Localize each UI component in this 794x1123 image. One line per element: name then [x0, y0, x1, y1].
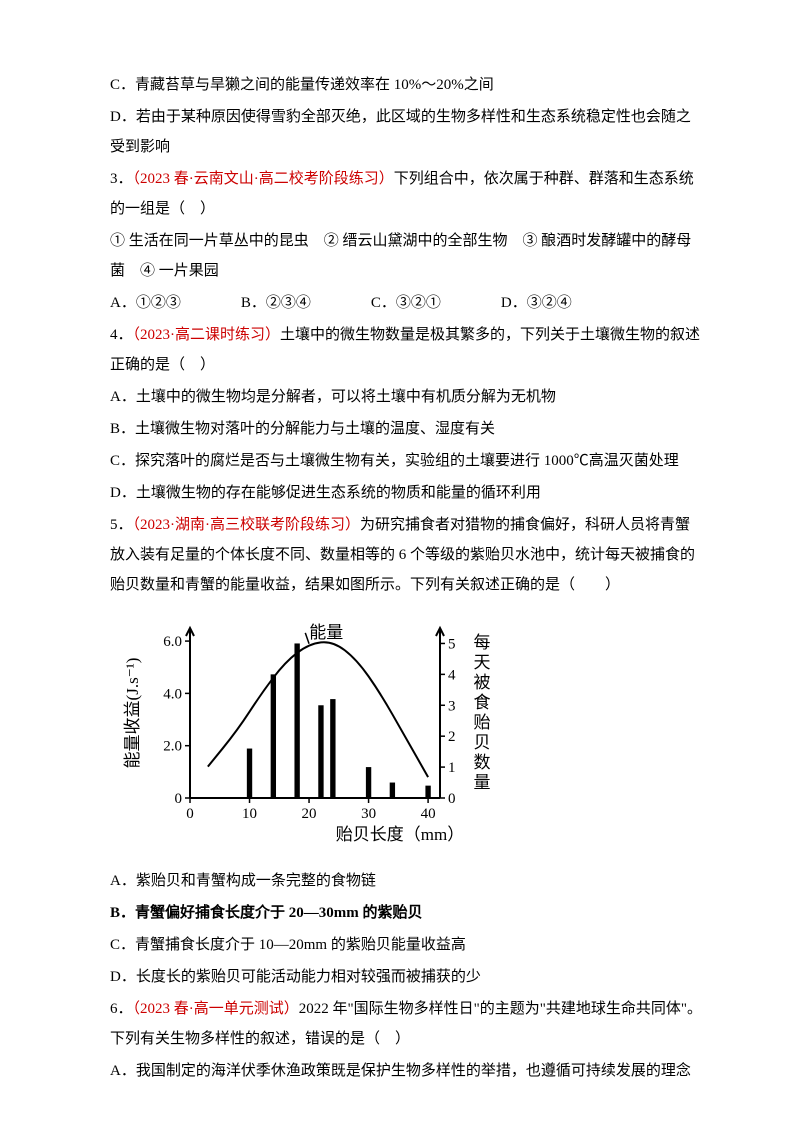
svg-text:量: 量 — [474, 773, 491, 792]
svg-text:天: 天 — [474, 653, 491, 672]
svg-text:每: 每 — [474, 633, 491, 652]
q3-opt-c[interactable]: C．③②① — [371, 288, 441, 318]
q3-options: A．①②③ B．②③④ C．③②① D．③②④ — [110, 288, 704, 318]
q5-stem: 5．（2023·湖南·高三校联考阶段练习）为研究捕食者对猎物的捕食偏好，科研人员… — [110, 510, 704, 600]
svg-text:3: 3 — [448, 698, 456, 714]
svg-text:0: 0 — [448, 791, 456, 807]
svg-text:0: 0 — [175, 791, 183, 807]
q6-source: （2023 春·高一单元测试） — [133, 1001, 299, 1017]
q4-number: 4． — [110, 327, 133, 343]
svg-text:贻: 贻 — [474, 713, 491, 732]
q3-source: （2023 春·云南文山·高二校考阶段练习） — [133, 171, 394, 187]
svg-text:6.0: 6.0 — [163, 634, 182, 650]
q3-stem: 3．（2023 春·云南文山·高二校考阶段练习）下列组合中，依次属于种群、群落和… — [110, 164, 704, 224]
svg-text:2: 2 — [448, 729, 456, 745]
q4-opt-c[interactable]: C．探究落叶的腐烂是否与土壤微生物有关，实验组的土壤要进行 1000℃高温灭菌处… — [110, 446, 704, 476]
q5-chart: 0 10 20 30 40 0 2.0 4.0 6.0 0 1 2 3 4 5 能量能量收益(J.s⁻¹) 每天… — [120, 608, 704, 858]
q3-opt-a[interactable]: A．①②③ — [110, 288, 181, 318]
q5-opt-c[interactable]: C．青蟹捕食长度介于 10—20mm 的紫贻贝能量收益高 — [110, 930, 704, 960]
q5-source: （2023·湖南·高三校联考阶段练习） — [133, 517, 361, 533]
svg-text:能量: 能量 — [309, 623, 343, 642]
q4-stem: 4．（2023·高二课时练习）土壤中的微生物数量是极其繁多的，下列关于土壤微生物… — [110, 320, 704, 380]
svg-text:贝: 贝 — [474, 733, 491, 752]
q3-items: ① 生活在同一片草丛中的昆虫 ② 缙云山黛湖中的全部生物 ③ 酿酒时发酵罐中的酵… — [110, 226, 704, 286]
svg-text:0: 0 — [186, 806, 194, 822]
svg-text:4: 4 — [448, 667, 456, 683]
q3-opt-b[interactable]: B．②③④ — [241, 288, 311, 318]
svg-text:1: 1 — [448, 760, 456, 776]
svg-text:食: 食 — [474, 693, 491, 712]
svg-text:被: 被 — [474, 673, 491, 692]
q5-number: 5． — [110, 517, 133, 533]
q3-opt-d[interactable]: D．③②④ — [501, 288, 572, 318]
svg-text:贻贝长度（mm）: 贻贝长度（mm） — [336, 825, 464, 844]
svg-text:2.0: 2.0 — [163, 739, 182, 755]
svg-text:30: 30 — [361, 806, 376, 822]
q4-opt-b[interactable]: B．土壤微生物对落叶的分解能力与土壤的温度、湿度有关 — [110, 414, 704, 444]
q4-source: （2023·高二课时练习） — [133, 327, 281, 343]
q-option-d: D．若由于某种原因使得雪豹全部灭绝，此区域的生物多样性和生态系统稳定性也会随之受… — [110, 102, 704, 162]
svg-text:能量收益(J.s⁻¹): 能量收益(J.s⁻¹) — [123, 658, 142, 769]
svg-text:10: 10 — [242, 806, 257, 822]
q5-opt-b[interactable]: B．青蟹偏好捕食长度介于 20—30mm 的紫贻贝 — [110, 898, 704, 928]
q3-number: 3． — [110, 171, 133, 187]
q6-opt-a[interactable]: A．我国制定的海洋伏季休渔政策既是保护生物多样性的举措，也遵循可持续发展的理念 — [110, 1056, 704, 1086]
svg-text:40: 40 — [421, 806, 436, 822]
q4-opt-a[interactable]: A．土壤中的微生物均是分解者，可以将土壤中有机质分解为无机物 — [110, 382, 704, 412]
q-option-c: C．青藏苔草与旱獭之间的能量传递效率在 10%～20%之间 — [110, 70, 704, 100]
q4-opt-d[interactable]: D．土壤微生物的存在能够促进生态系统的物质和能量的循环利用 — [110, 478, 704, 508]
svg-text:20: 20 — [302, 806, 317, 822]
chart-svg: 0 10 20 30 40 0 2.0 4.0 6.0 0 1 2 3 4 5 能量能量收益(J.s⁻¹) 每天… — [120, 608, 500, 858]
q5-opt-d[interactable]: D．长度长的紫贻贝可能活动能力相对较强而被捕获的少 — [110, 962, 704, 992]
q5-opt-a[interactable]: A．紫贻贝和青蟹构成一条完整的食物链 — [110, 866, 704, 896]
svg-text:4.0: 4.0 — [163, 686, 182, 702]
q6-stem: 6．（2023 春·高一单元测试）2022 年"国际生物多样性日"的主题为"共建… — [110, 994, 704, 1054]
svg-text:数: 数 — [474, 753, 491, 772]
q6-number: 6． — [110, 1001, 133, 1017]
svg-text:5: 5 — [448, 636, 456, 652]
